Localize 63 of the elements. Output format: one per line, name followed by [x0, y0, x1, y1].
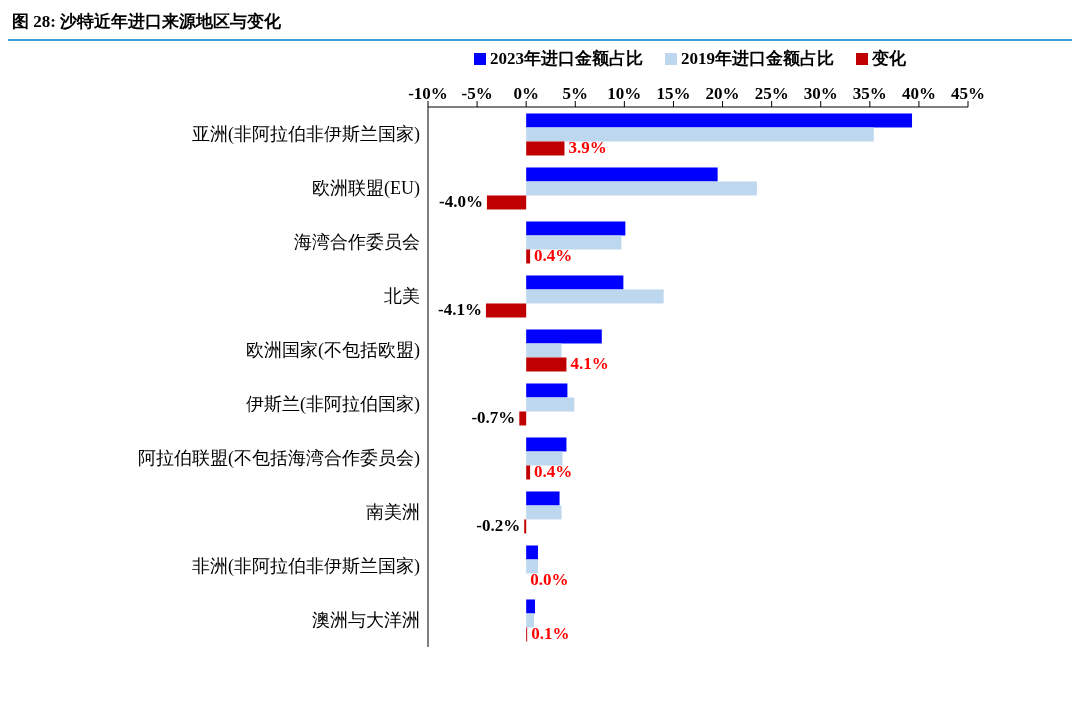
data-label: 0.1% — [531, 624, 570, 644]
bar — [526, 505, 562, 520]
x-tick-label: -10% — [408, 84, 448, 103]
bar — [526, 599, 536, 614]
bar — [526, 275, 624, 290]
x-tick-label: 45% — [951, 84, 985, 103]
x-tick-label: 30% — [803, 84, 838, 103]
text: 图 28: 沙特近年进口来源地区与变化 — [8, 8, 1072, 41]
bar — [526, 181, 757, 196]
bar — [526, 235, 622, 250]
bar — [526, 451, 563, 466]
x-tick-label: 35% — [852, 84, 887, 103]
data-label: -4.1% — [438, 300, 482, 320]
bar — [526, 357, 567, 372]
data-label: -4.0% — [438, 192, 483, 212]
x-tick-label: 20% — [705, 84, 740, 103]
bar — [526, 113, 913, 128]
legend-label: 2019年进口金额占比 — [680, 48, 834, 70]
bar — [526, 545, 538, 560]
x-tick-label: 15% — [656, 84, 691, 103]
bar — [526, 383, 568, 398]
bar — [526, 141, 565, 156]
x-tick-label: 25% — [754, 84, 789, 103]
bar — [526, 221, 626, 236]
bar — [526, 491, 560, 506]
bar — [526, 289, 664, 304]
bar — [526, 613, 535, 628]
bar — [519, 411, 527, 426]
bar — [485, 303, 527, 318]
legend-label: 变化 — [871, 48, 906, 70]
x-tick-label: 10% — [607, 84, 642, 103]
data-label: 4.1% — [570, 354, 609, 374]
data-label: 0.4% — [534, 246, 573, 266]
data-label: 0.0% — [530, 570, 569, 590]
data-label: 0.4% — [534, 462, 573, 482]
bar — [526, 249, 531, 264]
legend-label: 2023年进口金额占比 — [489, 48, 643, 70]
bar — [526, 465, 531, 480]
data-label: 3.9% — [568, 138, 607, 158]
data-label: -0.7% — [471, 408, 516, 428]
x-tick-label: 40% — [901, 84, 936, 103]
x-tick-label: -5% — [461, 84, 493, 103]
bar — [526, 167, 718, 182]
y-tick-label: 亚洲(非阿拉伯非伊斯兰国家) — [192, 124, 420, 146]
y-tick-label: 非洲(非阿拉伯非伊斯兰国家) — [192, 556, 420, 578]
y-tick-label: 海湾合作委员会 — [294, 232, 420, 253]
y-tick-label: 欧洲国家(不包括欧盟) — [246, 340, 420, 362]
bar — [526, 127, 874, 142]
y-tick-label: 南美洲 — [366, 502, 420, 523]
y-tick-label: 阿拉伯联盟(不包括海湾合作委员会) — [138, 448, 420, 470]
y-tick-label: 伊斯兰(非阿拉伯国家) — [246, 394, 420, 416]
bar — [526, 329, 602, 344]
bar — [526, 437, 567, 452]
x-tick-label: 5% — [562, 84, 589, 103]
x-tick-label: 0% — [513, 84, 539, 103]
bar — [486, 195, 527, 210]
bar — [526, 343, 562, 358]
bar — [526, 397, 575, 412]
y-tick-label: 北美 — [384, 286, 420, 307]
bar — [526, 559, 538, 574]
y-tick-label: 澳洲与大洋洲 — [312, 610, 420, 631]
data-label: -0.2% — [476, 516, 521, 536]
y-tick-label: 欧洲联盟(EU) — [312, 178, 420, 200]
